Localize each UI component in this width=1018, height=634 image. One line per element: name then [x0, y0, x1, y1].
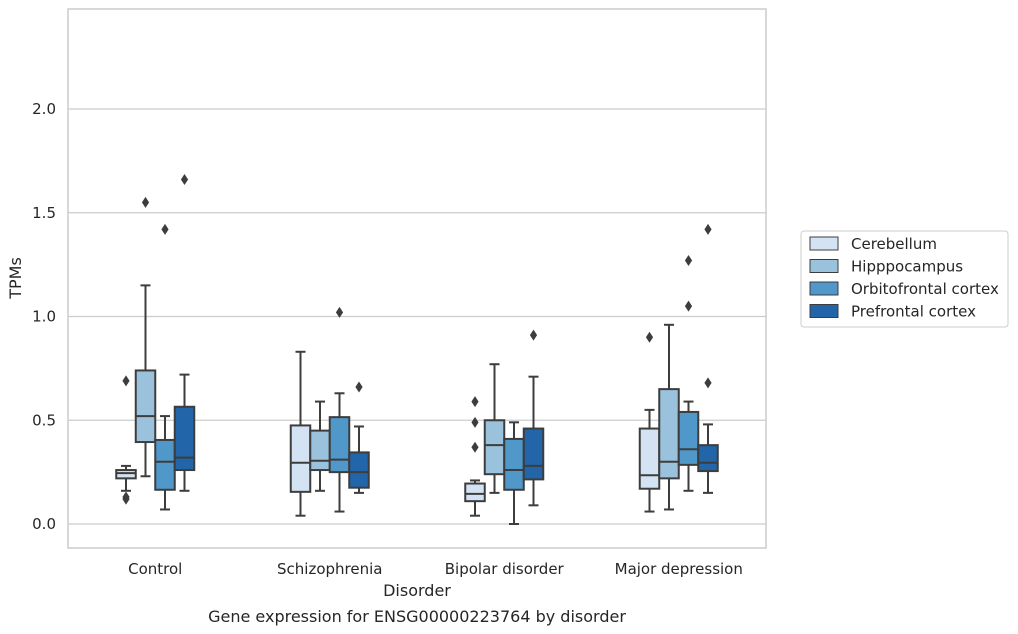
iqr-box — [658, 388, 680, 480]
plot-frame — [67, 8, 767, 549]
legend-swatch — [809, 259, 839, 273]
box-orbitofrontal-cortex — [328, 306, 351, 513]
box-cerebellum — [289, 350, 312, 517]
outlier-point — [684, 254, 693, 266]
iqr-box — [328, 416, 351, 474]
iqr-box — [522, 427, 545, 481]
y-tick-label: 2.0 — [32, 100, 56, 118]
iqr-box — [638, 427, 661, 490]
y-tick-label: 1.0 — [32, 308, 56, 326]
y-tick-label: 0.5 — [32, 411, 56, 429]
box-prefrontal-cortex — [522, 329, 545, 507]
outlier-point — [471, 396, 479, 408]
legend-label: Orbitofrontal cortex — [851, 280, 999, 298]
outlier-point — [122, 375, 130, 387]
iqr-box — [134, 369, 157, 444]
iqr-box — [289, 424, 312, 493]
box-hipppocampus — [658, 323, 680, 511]
box-prefrontal-cortex — [697, 223, 719, 494]
outlier-point — [180, 174, 189, 186]
outlier-point — [122, 493, 130, 505]
outlier-point — [704, 223, 712, 235]
y-tick-label: 1.5 — [32, 204, 56, 222]
iqr-box — [115, 469, 137, 480]
outlier-point — [471, 416, 479, 428]
iqr-box — [677, 410, 700, 466]
y-tick-label: 0.0 — [32, 515, 56, 533]
legend-item: Orbitofrontal cortex — [809, 280, 999, 298]
legend-label: Hipppocampus — [851, 258, 963, 276]
legend-swatch — [809, 304, 839, 318]
x-tick-labels: Control Schizophrenia Bipolar disorder Majo… — [128, 560, 743, 578]
box-hipppocampus — [134, 196, 157, 478]
legend-label: Cerebellum — [851, 235, 937, 253]
iqr-box — [173, 405, 196, 472]
box-prefrontal-cortex — [173, 174, 196, 492]
box-hipppocampus — [483, 363, 506, 494]
legend: Cerebellum Hipppocampus Orbitofrontal cort… — [800, 230, 1009, 328]
outlier-point — [161, 223, 169, 235]
outlier-point — [355, 381, 363, 393]
legend-item: Prefrontal cortex — [809, 303, 976, 321]
legend-item: Cerebellum — [809, 235, 937, 253]
iqr-box — [348, 451, 370, 489]
legend-item: Hipppocampus — [809, 258, 963, 276]
box-prefrontal-cortex — [348, 381, 370, 494]
legend-swatch — [809, 281, 839, 296]
box-orbitofrontal-cortex — [677, 254, 700, 492]
outlier-point — [684, 300, 693, 312]
iqr-box — [309, 429, 331, 472]
iqr-box — [483, 419, 506, 476]
legend-frame — [800, 230, 1009, 328]
y-axis-label: TPMs — [6, 257, 25, 300]
legend-swatch — [809, 236, 839, 251]
box-cerebellum — [464, 396, 486, 517]
outlier-point — [471, 441, 479, 453]
chart-caption: Gene expression for ENSG00000223764 by d… — [208, 607, 626, 626]
legend-label: Prefrontal cortex — [851, 303, 976, 321]
x-tick-label: Bipolar disorder — [445, 560, 565, 578]
iqr-box — [503, 437, 525, 491]
box-layer — [115, 174, 719, 525]
outlier-point — [645, 331, 654, 343]
x-tick-label: Control — [128, 560, 182, 578]
box-orbitofrontal-cortex — [154, 223, 176, 511]
x-axis-label: Disorder — [383, 581, 451, 600]
outlier-point — [141, 196, 150, 208]
x-tick-label: Schizophrenia — [277, 560, 382, 578]
iqr-box — [154, 438, 176, 491]
iqr-box — [464, 482, 486, 503]
box-cerebellum — [115, 375, 137, 505]
y-tick-labels: 0.0 0.5 1.0 1.5 2.0 — [32, 100, 56, 533]
outlier-point — [529, 329, 538, 341]
x-tick-label: Major depression — [615, 560, 743, 578]
outlier-point — [335, 306, 344, 318]
iqr-box — [697, 444, 719, 473]
outlier-point — [704, 377, 712, 389]
